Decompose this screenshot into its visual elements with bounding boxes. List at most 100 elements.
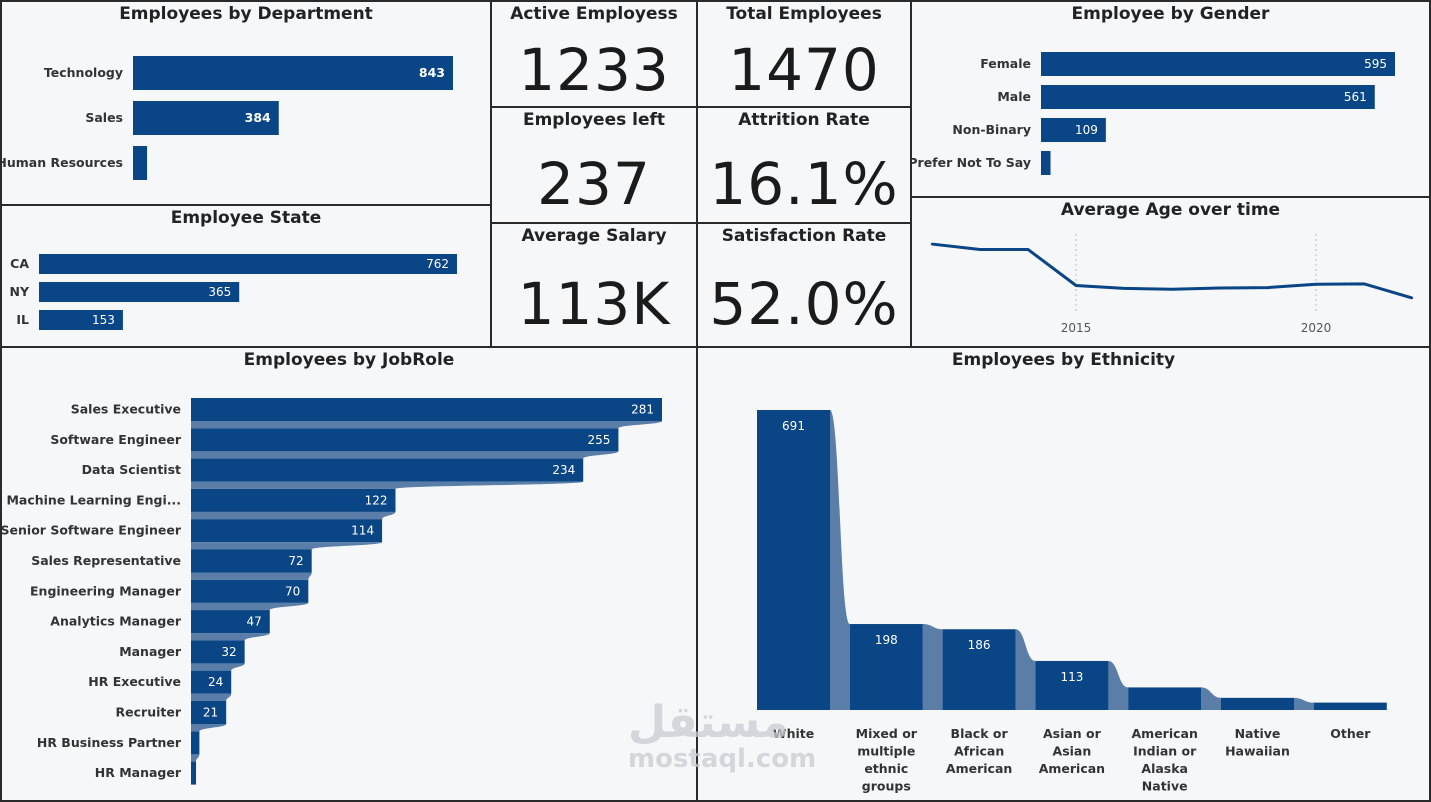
bar <box>1041 151 1051 175</box>
ribbon-connector <box>191 542 383 550</box>
data-label: 24 <box>208 675 223 689</box>
bar <box>133 146 148 180</box>
data-point <box>1026 248 1030 251</box>
category-label: Human Resources <box>2 155 123 170</box>
bar <box>133 56 453 90</box>
bar <box>191 458 584 482</box>
category-label: Non-Binary <box>952 122 1031 137</box>
kpi-left-card: Employees left 237 <box>490 106 698 224</box>
data-label: 186 <box>968 638 991 652</box>
bar <box>191 428 619 452</box>
kpi-salary-title: Average Salary <box>521 226 667 246</box>
category-label: Asian <box>1053 744 1092 759</box>
category-label: Prefer Not To Say <box>912 155 1031 170</box>
data-point <box>1122 287 1126 290</box>
data-point <box>1074 284 1078 287</box>
category-label: Data Scientist <box>82 462 181 477</box>
ribbon-connector <box>922 624 943 710</box>
data-label: 47 <box>246 615 261 629</box>
kpi-satisfaction-card: Satisfaction Rate 52.0% <box>696 222 912 348</box>
category-label: Native <box>1235 726 1281 741</box>
kpi-total-card: Total Employees 1470 <box>696 0 912 108</box>
bar <box>191 701 227 724</box>
data-label: 198 <box>875 633 898 647</box>
jobrole-title: Employees by JobRole <box>243 350 455 370</box>
dept-chart: Technology 843 Sales 384 Human Resources <box>2 56 453 180</box>
category-label: Senior Software Engineer <box>2 523 182 538</box>
dept-title: Employees by Department <box>119 4 373 24</box>
category-label: Sales <box>85 110 123 125</box>
ribbon-connector <box>191 511 396 520</box>
data-label: 281 <box>631 403 654 417</box>
data-point <box>1410 296 1414 300</box>
ribbon-connector <box>191 421 662 429</box>
category-label: Mixed or <box>856 726 918 741</box>
data-label: 70 <box>285 584 300 598</box>
ribbon-connector <box>191 451 619 459</box>
watermark-logo: مستقل mostaql.com <box>628 699 816 773</box>
data-label: 109 <box>1075 123 1098 137</box>
bar <box>942 629 1016 710</box>
bar <box>1128 687 1202 710</box>
kpi-attrition-card: Attrition Rate 16.1% <box>696 106 912 224</box>
bar <box>849 624 923 710</box>
data-point <box>930 242 934 246</box>
data-label: 21 <box>203 706 218 720</box>
data-label: 114 <box>351 524 374 538</box>
category-label: Sales Representative <box>31 553 181 568</box>
kpi-salary-value: 113K <box>517 270 671 338</box>
ribbon-connector <box>1294 697 1314 710</box>
ribbon-connector <box>191 754 200 762</box>
category-label: Machine Learning Engi... <box>6 492 181 507</box>
bar <box>191 640 245 664</box>
ribbon-connector <box>1015 629 1036 710</box>
category-label: American <box>1039 761 1105 776</box>
category-label: Hawaiian <box>1225 744 1290 759</box>
kpi-attrition-value: 16.1% <box>709 150 899 218</box>
ribbon-connector <box>191 693 232 701</box>
age-title: Average Age over time <box>1060 200 1281 220</box>
data-label: 234 <box>552 463 575 477</box>
gender-title: Employee by Gender <box>1071 4 1270 24</box>
category-label: ethnic <box>864 761 908 776</box>
category-label: CA <box>10 256 29 271</box>
ribbon-connector <box>191 633 270 641</box>
bar <box>191 670 232 694</box>
data-label: 762 <box>426 257 449 271</box>
category-label: Technology <box>44 65 123 80</box>
ethnicity-chart: 691 White 198 Mixed or multiple ethnic groups 1… <box>757 410 1387 794</box>
bar <box>191 579 309 603</box>
ribbon-connector <box>191 602 309 611</box>
data-point <box>1314 283 1318 286</box>
kpi-satisfaction-title: Satisfaction Rate <box>721 226 887 246</box>
kpi-satisfaction-value: 52.0% <box>709 270 899 338</box>
bar <box>1035 660 1109 710</box>
ribbon-connector <box>191 724 227 732</box>
category-label: IL <box>16 312 29 327</box>
kpi-salary-card: Average Salary 113K <box>490 222 698 348</box>
kpi-left-title: Employees left <box>522 110 666 130</box>
data-label: 691 <box>782 419 805 433</box>
bar <box>39 282 240 302</box>
category-label: Female <box>980 56 1031 71</box>
data-label: 72 <box>288 554 303 568</box>
data-point <box>1218 286 1222 290</box>
age-panel: Average Age over time 2015 2020 <box>910 196 1431 348</box>
data-label: 255 <box>588 433 611 447</box>
state-panel: Employee State CA 762 NY 365 IL 153 <box>0 204 492 348</box>
bar <box>191 519 383 543</box>
jobrole-chart: Sales Executive 281 Software Engineer 255 Da… <box>2 398 662 785</box>
data-label: 122 <box>365 493 388 507</box>
ribbon-connector <box>1201 687 1221 710</box>
bar <box>191 761 197 785</box>
ribbon-connector <box>830 410 850 710</box>
bar <box>39 254 457 274</box>
data-point <box>1266 286 1270 289</box>
category-label: HR Business Partner <box>37 735 182 750</box>
x-tick-label: 2020 <box>1301 321 1332 335</box>
ribbon-connector <box>191 572 312 580</box>
ribbon-connector <box>191 663 245 671</box>
category-label: Engineering Manager <box>30 583 182 598</box>
data-label: 365 <box>208 285 231 299</box>
category-label: Recruiter <box>116 705 182 720</box>
